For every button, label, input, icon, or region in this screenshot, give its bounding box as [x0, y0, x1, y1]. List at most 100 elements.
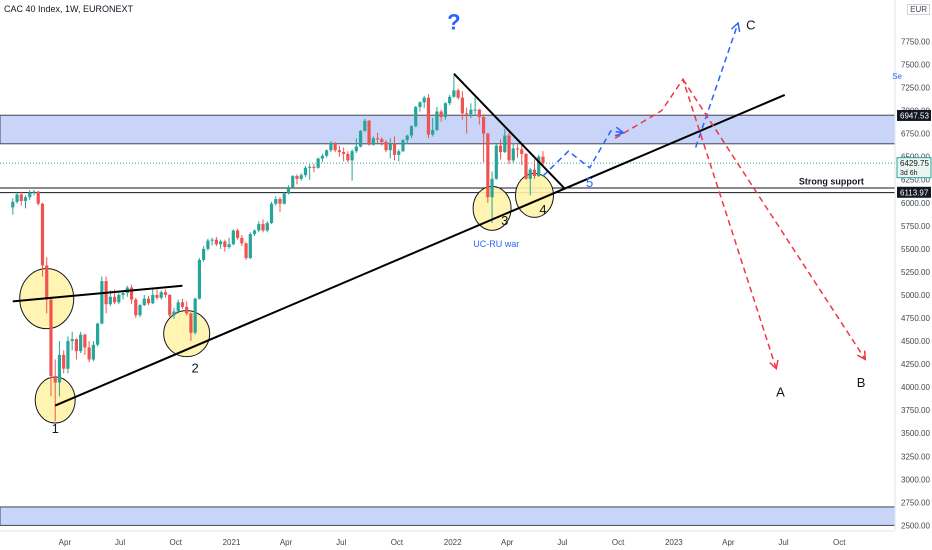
annotation-: ? [447, 9, 460, 34]
x-tick-label: Jul [336, 538, 346, 547]
y-tick-label: 7250.00 [901, 84, 930, 93]
currency-button[interactable]: EUR [907, 4, 930, 15]
candle-body [227, 244, 231, 248]
candle-body [210, 239, 214, 241]
y-tick-label: 6000.00 [901, 199, 930, 208]
candle-body [409, 126, 414, 136]
candle-body [15, 194, 19, 202]
y-tick-label: 4750.00 [901, 314, 930, 323]
candle-body [202, 248, 206, 260]
x-tick-label: Jul [115, 538, 125, 547]
candle-body [74, 339, 79, 352]
candle-body [62, 354, 66, 369]
candle-body [197, 259, 202, 299]
candle-body [291, 176, 295, 188]
candle-body [397, 151, 401, 155]
projection-red-a-arrowhead [769, 359, 779, 371]
candle-body [257, 223, 261, 231]
candle-body [511, 148, 515, 161]
annotation-a: A [776, 384, 785, 399]
candle-body [528, 169, 532, 179]
candle-body [235, 230, 240, 238]
candle-body [146, 298, 151, 304]
x-tick-label: Apr [59, 538, 72, 547]
candle-body [240, 237, 244, 244]
candle-body [346, 153, 350, 161]
candle-body [278, 199, 282, 204]
candle-body [180, 302, 185, 307]
candle-body [363, 120, 367, 131]
candle-body [388, 143, 392, 151]
candle-body [214, 239, 218, 245]
y-tick-label: 5750.00 [901, 222, 930, 231]
candle-body [469, 109, 473, 115]
chart-title: CAC 40 Index, 1W, EURONEXT [4, 4, 134, 14]
candle-body [333, 142, 337, 151]
candle-body [316, 158, 320, 168]
candle-body [163, 292, 168, 295]
projection-red-b [682, 78, 866, 360]
x-tick-label: Apr [280, 538, 293, 547]
candle-body [375, 138, 380, 140]
candle-body [520, 149, 524, 154]
y-tick-label: 7500.00 [901, 61, 930, 70]
candle-body [91, 344, 95, 360]
candle-body [312, 166, 316, 168]
annotation-2: 2 [192, 360, 199, 375]
candle-body [223, 241, 227, 248]
x-tick-label: Jul [557, 538, 567, 547]
candle-body [405, 135, 409, 141]
candle-body [367, 120, 371, 145]
trendline-primary-uptrend [54, 94, 786, 407]
candle-body [422, 97, 426, 103]
candle-body [19, 194, 23, 201]
price-tag-countdown: 3d 6h [900, 170, 918, 177]
y-tick-label: 3250.00 [901, 452, 930, 461]
y-tick-label: 6750.00 [901, 130, 930, 139]
candle-body [431, 129, 435, 135]
price-tag-label: 6947.53 [900, 111, 929, 120]
candle-body [66, 341, 70, 369]
x-tick-label: Oct [170, 538, 183, 547]
candle-body [524, 153, 528, 179]
y-tick-label: 4000.00 [901, 383, 930, 392]
candle-body [401, 140, 405, 152]
y-tick-label: 6250.00 [901, 176, 930, 185]
edge-label: Se [892, 72, 902, 81]
candle-body [286, 187, 291, 194]
candle-body [456, 90, 460, 98]
x-tick-label: 2023 [665, 538, 683, 547]
candle-body [503, 135, 507, 153]
candle-body [265, 223, 269, 231]
candle-body [189, 313, 193, 333]
candle-body [176, 302, 180, 312]
candle-body [507, 135, 511, 161]
candle-body [303, 167, 308, 176]
candles-layer[interactable] [11, 75, 545, 422]
candle-body [159, 292, 163, 298]
candle-body [426, 97, 431, 135]
candle-body [537, 156, 541, 177]
candle-body [261, 223, 265, 231]
candle-body [350, 151, 354, 161]
candle-body [87, 347, 91, 360]
y-tick-label: 5250.00 [901, 268, 930, 277]
candle-body [481, 117, 486, 134]
candle-body [155, 294, 159, 298]
candle-body [57, 354, 62, 383]
candle-body [448, 96, 452, 104]
candle-body [219, 241, 223, 245]
candle-body [117, 294, 121, 303]
projection-blue-c [694, 22, 739, 148]
y-tick-label: 4500.00 [901, 337, 930, 346]
x-tick-label: Apr [501, 538, 514, 547]
candle-body [45, 265, 49, 300]
y-tick-label: 2750.00 [901, 498, 930, 507]
x-tick-label: Apr [722, 538, 735, 547]
candle-body [138, 305, 142, 316]
x-tick-label: Jul [778, 538, 788, 547]
candle-body [392, 143, 397, 155]
annotation-1: 1 [52, 421, 59, 436]
candle-body [53, 376, 57, 383]
